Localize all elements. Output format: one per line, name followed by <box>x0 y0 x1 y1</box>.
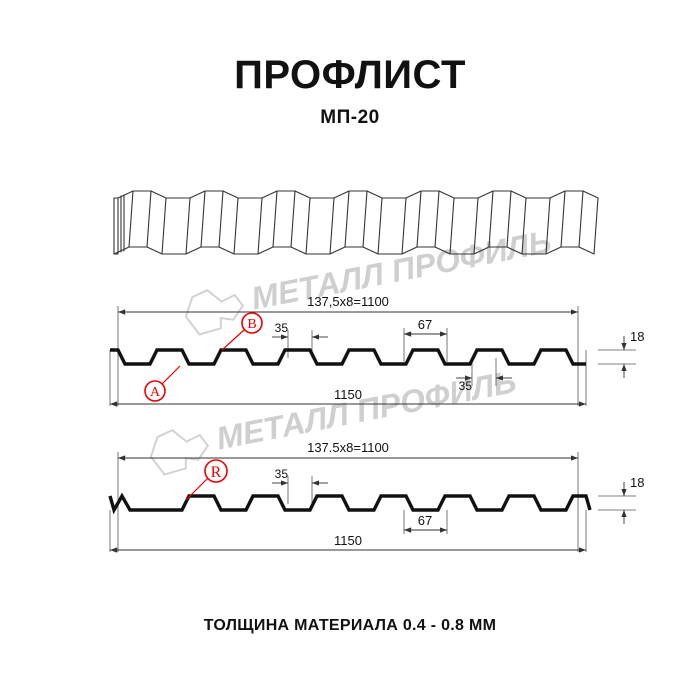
page-title: ПРОФЛИСТ <box>234 53 466 97</box>
iso-geometry <box>113 190 599 255</box>
material-thickness-note: ТОЛЩИНА МАТЕРИАЛА 0.4 - 0.8 ММ <box>203 617 497 634</box>
dimension-height-label: 18 <box>630 475 644 490</box>
dimension-overall-label: 1150 <box>334 387 362 402</box>
page-subtitle: МП-20 <box>320 107 380 128</box>
dimension-pitch: 137,5x8=1100 <box>118 294 578 315</box>
callout-r-circle <box>204 459 228 483</box>
dimension-overall: 1150 <box>110 387 586 407</box>
dimension-pitch: 137.5x8=1100 <box>118 440 578 461</box>
dimension-height: 18 <box>621 475 644 524</box>
metall-profil-logo-icon <box>184 288 245 336</box>
cross-section-bottom: 137.5x8=1100 1150 35 67 18 <box>108 440 644 553</box>
witness-lines <box>109 306 636 406</box>
dimension-trough-label: 67 <box>418 317 432 332</box>
callout-b-label: B <box>247 317 256 332</box>
dimension-overall: 1150 <box>110 533 586 553</box>
callout-a: A <box>144 365 181 402</box>
callout-r: R <box>185 459 228 501</box>
dimension-rib-top-2-label: 35 <box>459 379 473 393</box>
dimension-overall-label: 1150 <box>334 533 362 548</box>
dimension-trough: 67 <box>404 513 447 533</box>
profile-outline <box>108 492 592 515</box>
dimension-rib-top-label: 35 <box>275 467 289 481</box>
dimension-rib-top-label: 35 <box>275 321 289 335</box>
witness-lines <box>109 452 636 552</box>
dimension-rib-top: 35 <box>272 467 328 486</box>
cross-section-top: 137,5x8=1100 1150 35 67 35 18 <box>109 294 644 407</box>
dimension-trough-label: 67 <box>418 513 432 528</box>
callout-b-circle <box>241 312 263 334</box>
callout-b: B <box>221 312 263 351</box>
callout-a-label: A <box>150 385 161 400</box>
dimension-rib-top: 35 <box>272 321 328 340</box>
metall-profil-logo-icon <box>149 428 210 476</box>
isometric-profile-view <box>113 190 599 255</box>
profile-outline <box>110 348 586 366</box>
dimension-height: 18 <box>621 329 644 378</box>
dimension-pitch-label: 137,5x8=1100 <box>307 294 389 309</box>
dimension-rib-top-2: 35 <box>456 375 512 393</box>
callout-a-circle <box>144 380 166 402</box>
dimension-trough: 67 <box>404 317 447 337</box>
dimension-pitch-label: 137.5x8=1100 <box>307 440 389 455</box>
callout-r-label: R <box>211 464 222 481</box>
header: ПРОФЛИСТ МП-20 <box>0 52 700 130</box>
dimension-height-label: 18 <box>630 329 644 344</box>
